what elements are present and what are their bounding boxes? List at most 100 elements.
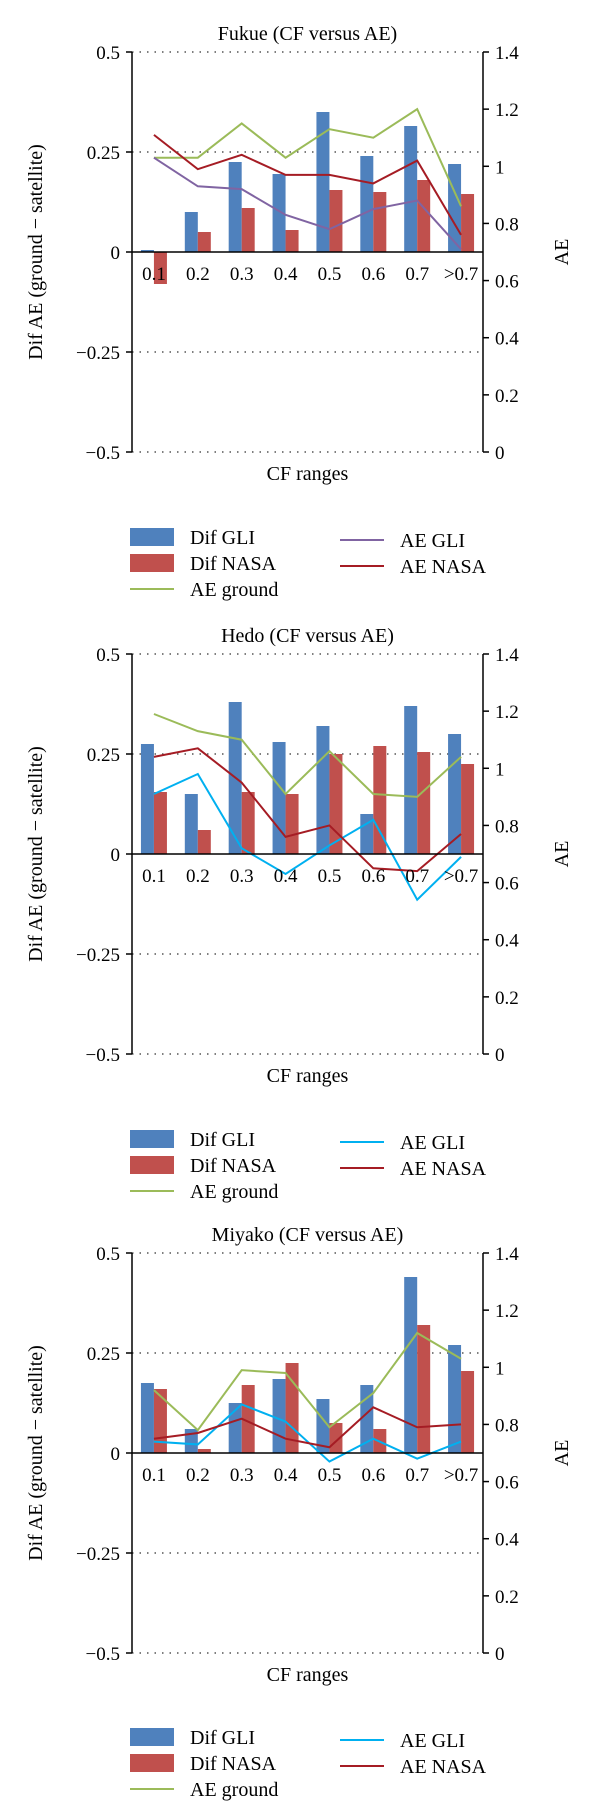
bar-dif-gli xyxy=(184,794,198,854)
y2-tick-label: 1 xyxy=(495,157,505,178)
x-tick-label: 0.6 xyxy=(361,866,385,887)
y-tick-label: 0.5 xyxy=(96,1244,120,1265)
legend-label: Dif NASA xyxy=(190,1753,277,1775)
bar-dif-nasa xyxy=(373,192,387,252)
y-tick-label: 0.25 xyxy=(87,1344,120,1365)
x-tick-label: 0.3 xyxy=(230,1465,254,1486)
y-tick-label: −0.5 xyxy=(86,1644,120,1665)
x-tick-label: 0.5 xyxy=(318,866,342,887)
x-tick-label: >0.7 xyxy=(444,1465,478,1486)
bar-dif-nasa xyxy=(461,194,475,252)
bar-dif-nasa xyxy=(417,752,431,854)
y2-tick-label: 0.6 xyxy=(495,1473,519,1494)
y2-tick-label: 1.4 xyxy=(495,43,519,64)
y-tick-label: 0.5 xyxy=(96,645,120,666)
y2-tick-label: 0 xyxy=(495,1644,505,1665)
bar-dif-gli xyxy=(448,734,462,854)
y2-tick-label: 0.8 xyxy=(495,816,519,837)
y-tick-label: −0.25 xyxy=(76,945,120,966)
x-tick-label: 0.4 xyxy=(274,1465,298,1486)
x-tick-label: 0.4 xyxy=(274,866,298,887)
y-tick-label: −0.5 xyxy=(86,443,120,464)
x-tick-label: 0.4 xyxy=(274,264,298,285)
line-ae-gli xyxy=(153,1403,462,1463)
bar-dif-gli xyxy=(272,174,286,252)
legend-label: Dif NASA xyxy=(190,553,277,575)
y2-axis-label: AE xyxy=(551,841,573,868)
legend-label: AE ground xyxy=(190,1181,278,1203)
bar-dif-gli xyxy=(360,1385,374,1453)
y2-tick-label: 1 xyxy=(495,1358,505,1379)
y-axis-label: Dif AE (ground − satellite) xyxy=(25,746,47,962)
y2-tick-label: 1.2 xyxy=(495,100,519,121)
y2-tick-label: 0.4 xyxy=(495,931,519,952)
bar-dif-gli xyxy=(272,742,286,854)
x-tick-label: 0.1 xyxy=(142,264,166,285)
y2-tick-label: 0 xyxy=(495,1045,505,1066)
chart-title: Fukue (CF versus AE) xyxy=(218,23,397,45)
y-axis-label: Dif AE (ground − satellite) xyxy=(25,1345,47,1561)
x-tick-label: 0.7 xyxy=(405,264,429,285)
x-tick-label: >0.7 xyxy=(444,264,478,285)
legend-swatch xyxy=(130,1156,174,1174)
bar-dif-gli xyxy=(184,212,198,252)
y-tick-label: 0 xyxy=(111,845,121,866)
bar-dif-gli xyxy=(360,814,374,854)
bar-dif-gli xyxy=(448,164,462,252)
line-ae-gli xyxy=(153,772,462,902)
bar-dif-gli xyxy=(228,1403,242,1453)
bar-dif-gli xyxy=(448,1345,462,1453)
y-tick-label: 0.5 xyxy=(96,43,120,64)
x-tick-label: 0.7 xyxy=(405,866,429,887)
legend-swatch xyxy=(130,528,174,546)
y-tick-label: 0.25 xyxy=(87,745,120,766)
x-tick-label: 0.2 xyxy=(186,866,210,887)
y-axis-label: Dif AE (ground − satellite) xyxy=(25,144,47,360)
bar-dif-gli xyxy=(140,250,154,252)
legend: Dif GLI Dif NASA AE ground AE GLI AE NASA xyxy=(130,1129,487,1203)
y2-tick-label: 0.6 xyxy=(495,874,519,895)
bar-dif-gli xyxy=(404,706,418,854)
bar-dif-gli xyxy=(272,1379,286,1453)
bar-dif-nasa xyxy=(417,1325,431,1453)
legend-label: Dif NASA xyxy=(190,1155,277,1177)
bar-dif-gli xyxy=(360,156,374,252)
bar-dif-nasa xyxy=(153,252,167,284)
y2-tick-label: 1 xyxy=(495,759,505,780)
bar-dif-gli xyxy=(316,112,330,252)
line-ae-nasa xyxy=(153,1406,462,1449)
bar-dif-nasa xyxy=(329,190,343,252)
legend-label: AE ground xyxy=(190,579,278,601)
y2-tick-label: 0.6 xyxy=(495,272,519,293)
legend-label: Dif GLI xyxy=(190,1727,255,1749)
y2-tick-label: 1.4 xyxy=(495,645,519,666)
y-tick-label: −0.5 xyxy=(86,1045,120,1066)
legend-label: AE ground xyxy=(190,1779,278,1801)
y2-tick-label: 0.2 xyxy=(495,988,519,1009)
y2-tick-label: 1.4 xyxy=(495,1244,519,1265)
bar-dif-nasa xyxy=(153,1389,167,1453)
legend-label: AE NASA xyxy=(400,556,487,578)
line-ae-ground xyxy=(153,713,462,798)
chart-title: Miyako (CF versus AE) xyxy=(212,1224,404,1246)
x-axis-label: CF ranges xyxy=(267,463,349,485)
bar-dif-nasa xyxy=(153,792,167,854)
y2-tick-label: 0.8 xyxy=(495,1415,519,1436)
legend-swatch xyxy=(130,1754,174,1772)
x-tick-label: 0.6 xyxy=(361,264,385,285)
bar-dif-gli xyxy=(316,726,330,854)
line-ae-nasa xyxy=(153,747,462,873)
bar-dif-nasa xyxy=(461,1371,475,1453)
line-ae-ground xyxy=(153,1331,462,1432)
y2-tick-label: 0.2 xyxy=(495,386,519,407)
chart-panel: Fukue (CF versus AE) 0.5 0.25 0 −0.25 −0.5 1.4… xyxy=(25,23,573,601)
legend-label: AE GLI xyxy=(400,1132,465,1154)
legend-swatch xyxy=(130,1728,174,1746)
bar-dif-nasa xyxy=(417,180,431,252)
y2-axis-label: AE xyxy=(551,239,573,266)
legend: Dif GLI Dif NASA AE ground AE GLI AE NASA xyxy=(130,527,487,601)
legend-swatch xyxy=(130,1130,174,1148)
legend-label: AE GLI xyxy=(400,530,465,552)
line-ae-nasa xyxy=(153,134,462,236)
